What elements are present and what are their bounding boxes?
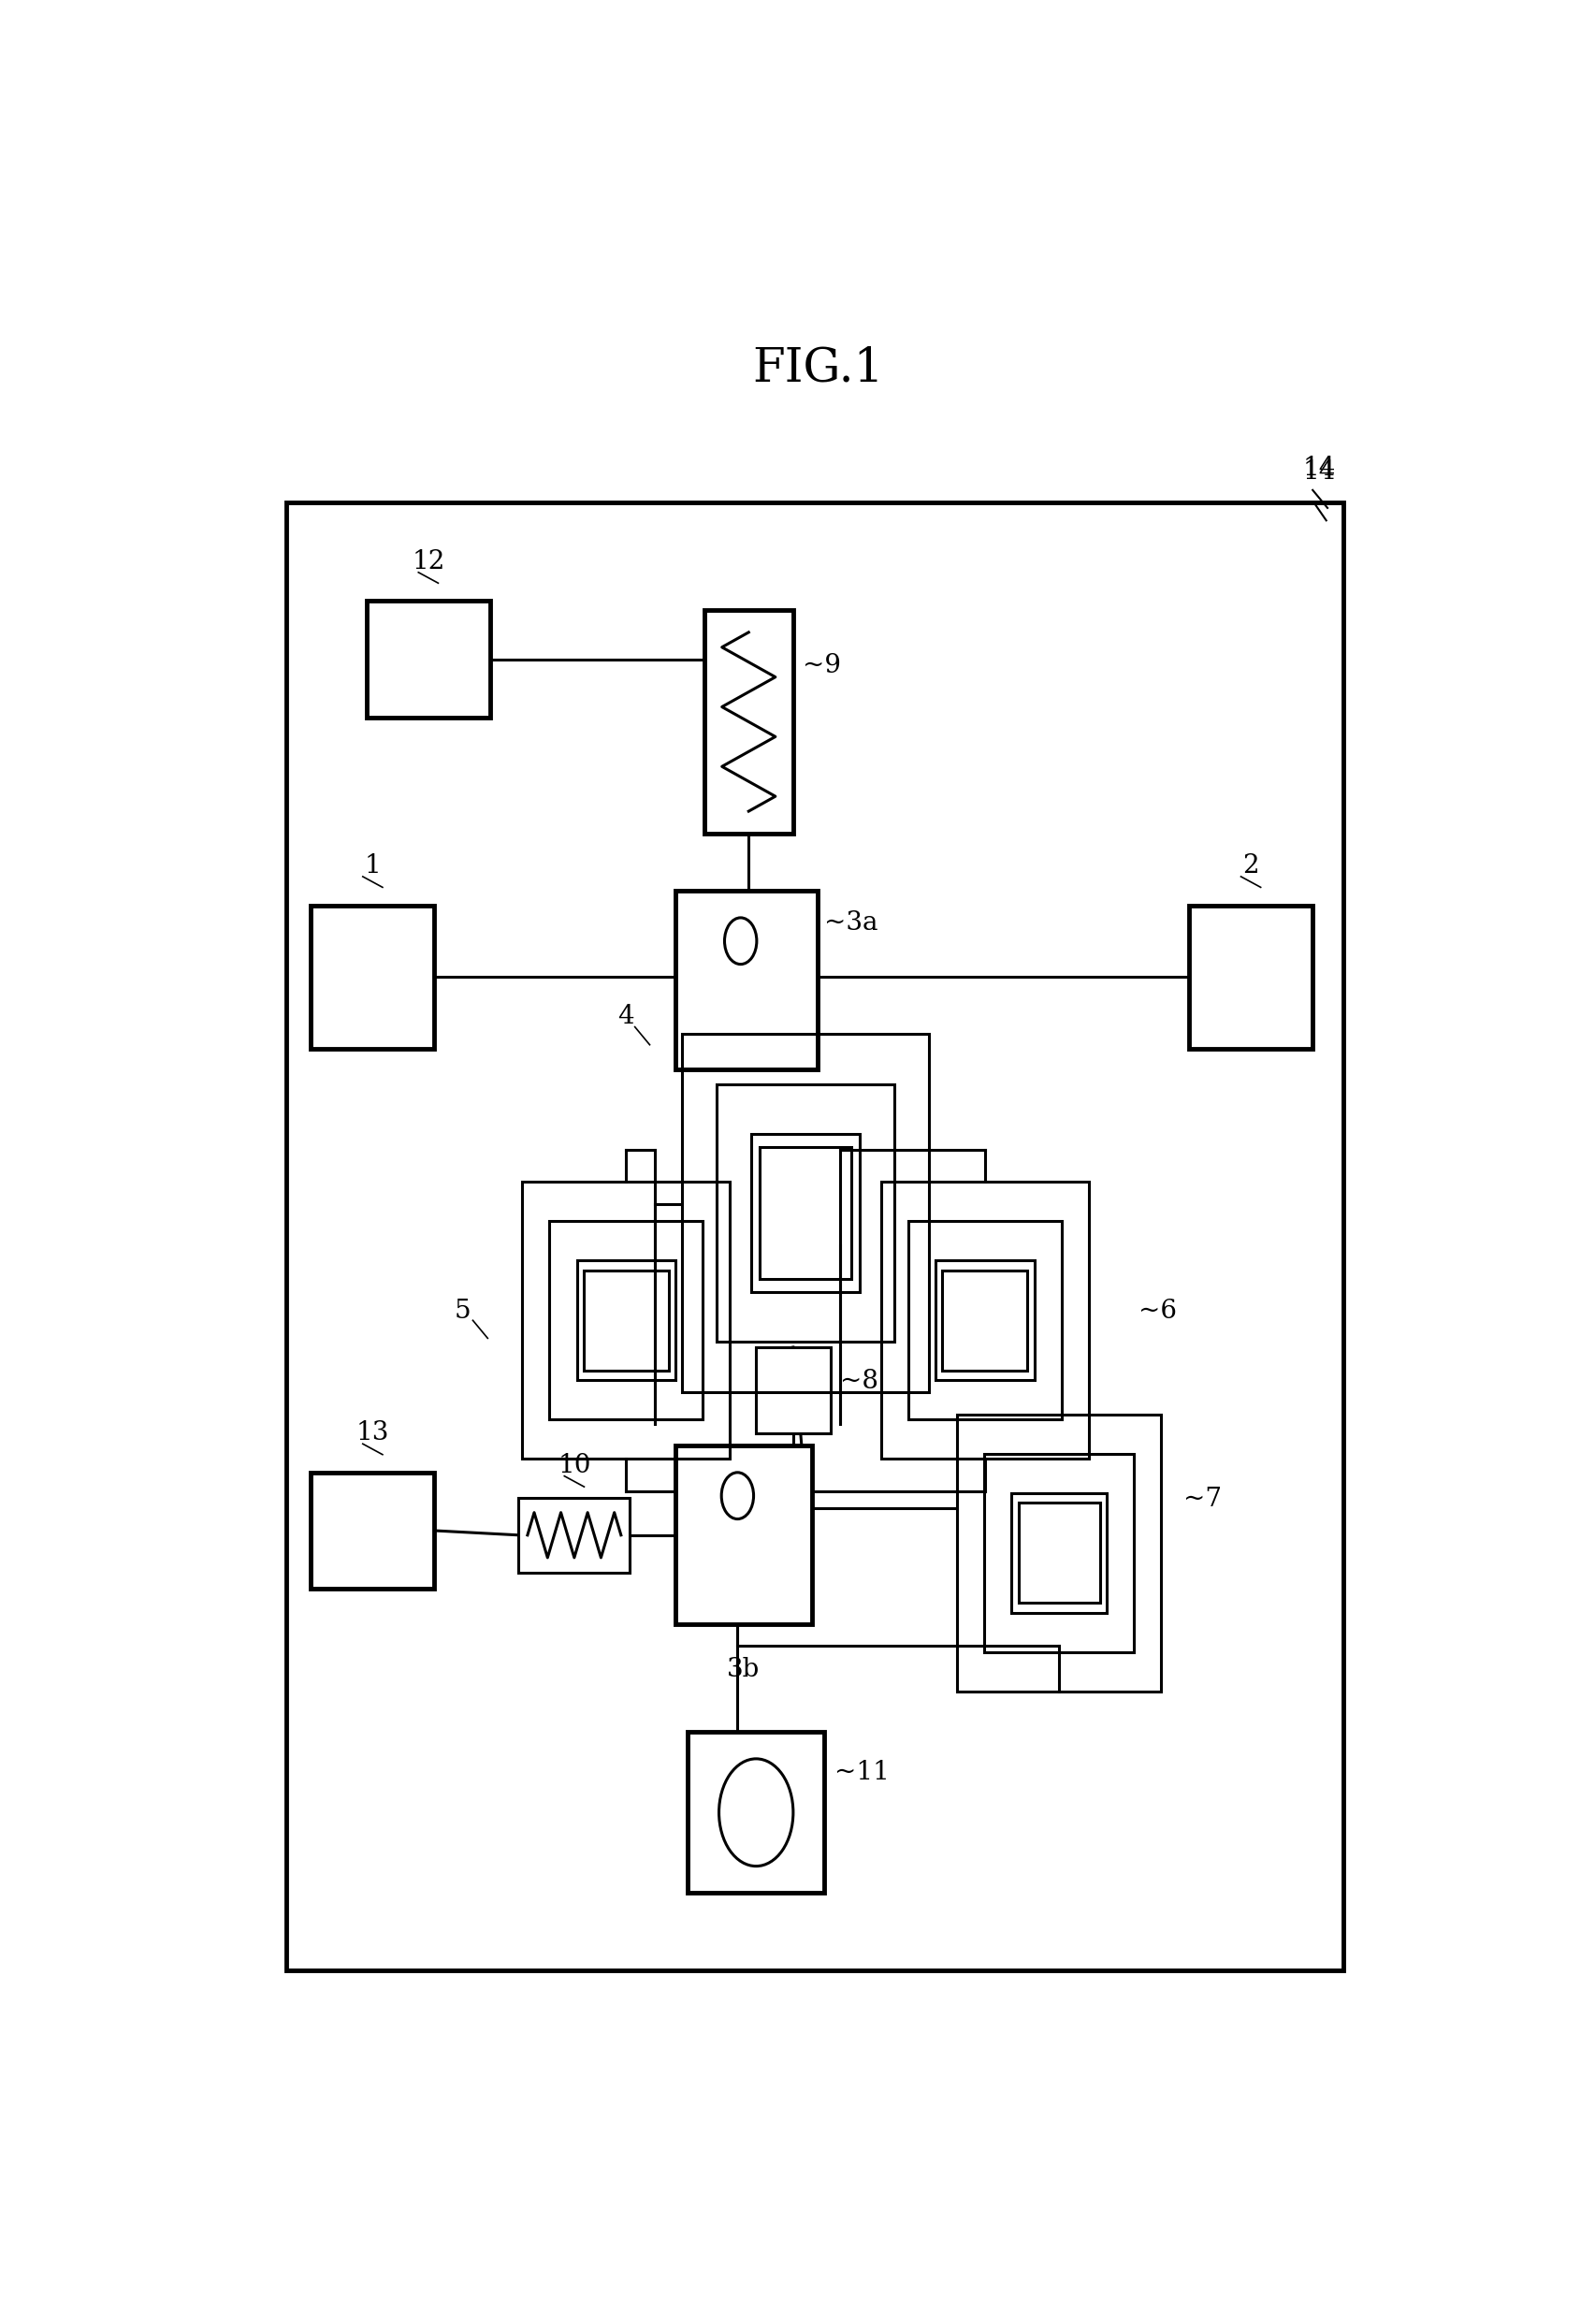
- Text: 14: 14: [1302, 460, 1335, 486]
- Text: 14: 14: [1302, 456, 1335, 481]
- FancyBboxPatch shape: [703, 609, 793, 834]
- Text: ~9: ~9: [802, 653, 841, 679]
- FancyBboxPatch shape: [687, 1731, 823, 1894]
- FancyBboxPatch shape: [756, 1348, 829, 1434]
- Text: ~7: ~7: [1183, 1487, 1222, 1513]
- FancyBboxPatch shape: [518, 1497, 630, 1573]
- Text: 1: 1: [364, 853, 381, 878]
- Text: 12: 12: [412, 548, 445, 574]
- FancyBboxPatch shape: [1188, 906, 1311, 1048]
- FancyBboxPatch shape: [675, 1446, 812, 1624]
- Text: 2: 2: [1243, 853, 1258, 878]
- Text: 5: 5: [455, 1299, 471, 1325]
- Text: 3b: 3b: [727, 1657, 759, 1683]
- Text: FIG.1: FIG.1: [751, 346, 884, 390]
- Text: ~6: ~6: [1137, 1299, 1176, 1325]
- FancyBboxPatch shape: [311, 906, 434, 1048]
- FancyBboxPatch shape: [367, 602, 490, 718]
- Text: ~8: ~8: [839, 1369, 877, 1394]
- Text: ~11: ~11: [834, 1759, 888, 1785]
- Text: 4: 4: [617, 1004, 635, 1030]
- Text: 13: 13: [356, 1420, 389, 1446]
- FancyBboxPatch shape: [675, 890, 818, 1069]
- FancyBboxPatch shape: [311, 1473, 434, 1590]
- Text: ~3a: ~3a: [823, 911, 877, 937]
- Text: 10: 10: [557, 1452, 590, 1478]
